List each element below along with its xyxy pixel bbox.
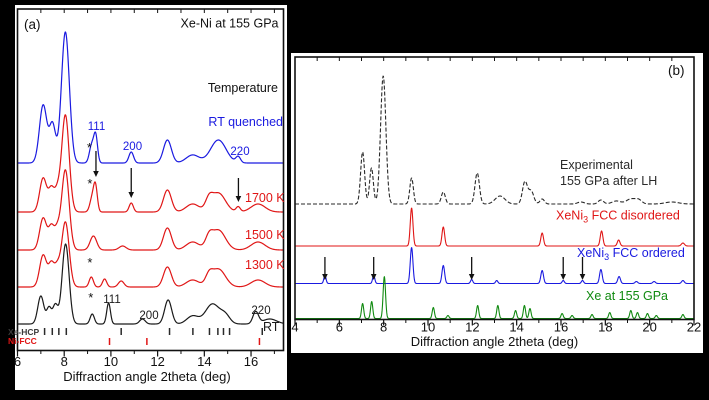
panel-a-title: Xe-Ni at 155 GPa bbox=[181, 17, 279, 31]
curve-label-xeni3-disordered: XeNi3 FCC disordered bbox=[556, 209, 680, 225]
annotation-arrowhead bbox=[579, 274, 586, 280]
asterisk-marker: * bbox=[87, 140, 92, 155]
x-tick-label: 8 bbox=[61, 354, 68, 369]
experimental-label-line1: Experimental bbox=[560, 158, 633, 172]
panel-b-frame bbox=[294, 56, 695, 321]
peak-label-blue-220: 220 bbox=[230, 146, 249, 158]
x-tick-label: 8 bbox=[380, 320, 387, 335]
x-tick-label: 6 bbox=[14, 354, 21, 369]
xeni3-prefix: XeNi bbox=[577, 246, 604, 260]
xeni3-prefix: XeNi bbox=[556, 209, 583, 223]
curve-rt bbox=[17, 243, 284, 325]
curve-label-xe-155gpa: Xe at 155 GPa bbox=[586, 289, 668, 303]
panel-a-xaxis-title: Diffraction angle 2theta (deg) bbox=[63, 369, 230, 384]
x-tick-label: 20 bbox=[642, 320, 656, 335]
curve-label-1500k: 1500 K bbox=[245, 228, 285, 242]
tick-row-label-xe-hcp: Xe-HCP bbox=[8, 327, 40, 337]
asterisk-marker: * bbox=[87, 255, 92, 270]
peak-label-black-111: 111 bbox=[103, 294, 120, 306]
peak-label-black-220: 220 bbox=[251, 305, 270, 317]
panel-a-plot: 6 8 10 12 14 16 * * * * bbox=[14, 9, 284, 369]
x-tick-label: 16 bbox=[244, 354, 258, 369]
xeni3-suffix: FCC ordered bbox=[609, 246, 685, 260]
legend-heading-temperature: Temperature bbox=[208, 81, 278, 95]
annotation-arrowhead bbox=[370, 274, 377, 280]
x-tick-label: 12 bbox=[465, 320, 479, 335]
annotation-arrowhead bbox=[128, 192, 135, 198]
panel-b-background bbox=[291, 53, 703, 353]
panel-b-label: (b) bbox=[668, 63, 685, 78]
curve-1500-k bbox=[17, 169, 284, 251]
panel-b-xaxis-title: Diffraction angle 2theta (deg) bbox=[411, 334, 578, 349]
x-tick-label: 16 bbox=[554, 320, 568, 335]
curve-rt-quenched bbox=[17, 31, 284, 164]
x-tick-label: 6 bbox=[336, 320, 343, 335]
asterisk-marker: * bbox=[87, 176, 92, 191]
curve-label-xeni3-ordered: XeNi3 FCC ordered bbox=[577, 246, 685, 262]
x-tick-label: 4 bbox=[291, 320, 298, 335]
xeni3-suffix: FCC disordered bbox=[588, 209, 680, 223]
peak-label-blue-111: 111 bbox=[88, 121, 105, 133]
curves-group bbox=[295, 75, 694, 320]
peak-label-black-200: 200 bbox=[139, 310, 158, 322]
xeni3-subscript: 3 bbox=[583, 215, 588, 225]
curve-1700-k bbox=[17, 114, 284, 213]
curve-xeni3-fcc-disordered bbox=[295, 207, 694, 247]
asterisk-marker: * bbox=[88, 290, 93, 305]
xeni3-subscript: 3 bbox=[604, 252, 609, 262]
curve-label-1700k: 1700 K bbox=[245, 191, 285, 205]
x-tick-label: 10 bbox=[421, 320, 435, 335]
x-tick-label: 14 bbox=[509, 320, 523, 335]
curve-experimental-155-gpa-after-lh bbox=[295, 75, 694, 205]
panel-b-plot: 4 6 8 10 12 14 16 18 20 22 bbox=[291, 57, 701, 335]
curve-label-1300k: 1300 K bbox=[245, 258, 285, 272]
x-tick-label: 10 bbox=[104, 354, 118, 369]
panel-a-label: (a) bbox=[24, 17, 41, 32]
peak-label-blue-200: 200 bbox=[123, 141, 142, 153]
curve-1300-k bbox=[17, 221, 284, 288]
curve-xeni3-fcc-ordered bbox=[295, 247, 694, 285]
annotation-arrowhead bbox=[93, 171, 99, 177]
x-tick-label: 22 bbox=[687, 320, 701, 335]
x-tick-label: 12 bbox=[150, 354, 164, 369]
curve-label-rt: RT bbox=[263, 320, 280, 334]
annotation-arrowhead bbox=[322, 274, 328, 280]
tick-row-label-ni-fcc: Ni-FCC bbox=[8, 336, 37, 346]
curve-label-rt-quenched: RT quenched bbox=[208, 115, 283, 129]
curves-group bbox=[17, 31, 284, 325]
panel-a-background bbox=[15, 5, 287, 390]
panel-a-frame bbox=[16, 8, 285, 352]
x-tick-label: 14 bbox=[197, 354, 211, 369]
experimental-label-line2: 155 GPa after LH bbox=[560, 174, 657, 188]
x-tick-label: 18 bbox=[598, 320, 612, 335]
annotation-arrowhead bbox=[560, 274, 567, 280]
annotation-arrowhead bbox=[235, 196, 242, 202]
annotation-arrowhead bbox=[468, 274, 475, 280]
curve-xe-at-155-gpa bbox=[295, 276, 694, 320]
